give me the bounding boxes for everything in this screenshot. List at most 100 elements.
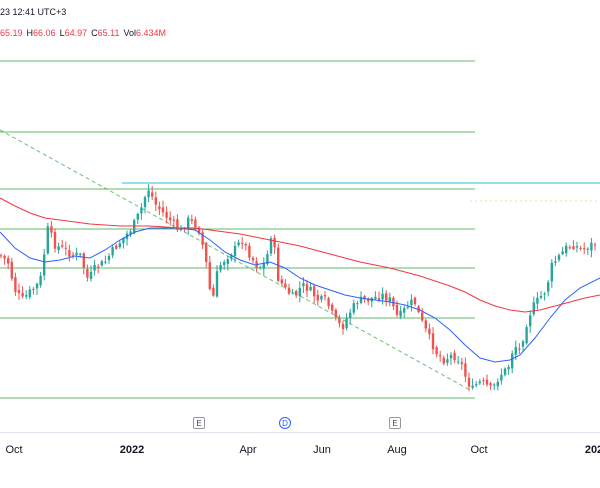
candle-body [21,292,24,297]
candle-body [511,353,514,369]
dividend-marker[interactable]: D [279,417,291,429]
candle-body [89,271,93,279]
candle-body [190,219,193,221]
candle-body [518,348,521,350]
candle-body [561,251,564,255]
candle-body [464,363,467,377]
candle-body [557,255,561,260]
candle-body [309,286,312,291]
candle-body [410,299,413,306]
candle-body [75,252,78,256]
x-tick-label: Aug [387,444,407,456]
candle-body [284,283,287,288]
candle-body [395,304,399,315]
candle-body [104,261,107,263]
candle-body [161,207,165,213]
candle-body [554,261,557,263]
candle-body [525,327,528,344]
ohlc-legend: 65.19 H66.06 L64.97 C65.11 Vol6.434M [0,28,166,38]
candle-body [593,244,597,246]
candle-body [367,298,370,302]
candle-body [187,217,190,230]
x-tick-label: Oct [470,444,488,456]
candle-body [39,275,42,286]
candle-body [579,247,582,249]
candle-body [205,242,208,263]
candle-body [298,288,301,297]
candle-body [575,246,579,248]
candle-body [158,206,161,210]
candle-body [521,341,525,347]
close-value: 65.11 [97,28,120,38]
high-label: H [26,28,34,38]
candle-body [230,255,233,259]
candle-body [467,377,471,387]
candle-body [100,261,103,266]
candle-body [237,242,240,246]
header-time: 23 12:41 UTC+3 [0,7,67,17]
volume-value: 6.434M [135,28,167,38]
candle-body [14,277,17,292]
low-value: 64.97 [64,28,88,38]
candle-body [122,238,125,244]
candle-body [46,226,49,254]
candle-body [233,245,237,256]
candle-body [107,255,111,260]
candle-body [413,297,417,305]
candle-body [514,347,517,355]
candle-body [341,323,345,330]
candle-body [143,197,147,208]
candle-body [471,385,474,388]
time-axis[interactable]: Oct 2022 Apr Jun Aug Oct 202 [0,432,600,488]
candle-body [0,255,3,257]
candle-body [399,310,402,317]
candle-body [381,293,384,300]
earnings-marker[interactable]: E [193,417,205,429]
candle-body [133,220,136,233]
candle-body [305,284,309,291]
candle-body [212,287,215,296]
earnings-marker[interactable]: E [389,417,401,429]
candle-body [129,231,132,235]
candle-body [53,231,57,249]
candle-body [32,288,35,290]
candle-body [453,352,456,361]
candle-body [291,292,294,294]
candle-body [10,261,13,279]
candle-body [154,197,157,205]
candle-body [201,232,204,245]
candle-body [244,244,247,246]
candle-body [179,228,183,231]
candle-body [147,190,150,198]
candle-body [539,296,543,298]
candle-body [194,219,197,228]
candle-body [323,295,327,297]
candle-body [93,264,96,271]
candle-body [385,293,388,301]
candle-body [439,355,442,357]
candle-body [572,246,575,250]
candle-body [7,258,10,264]
candle-body [460,362,463,365]
candle-body [547,282,550,292]
candle-body [57,246,60,250]
candle-body [349,312,352,319]
candle-body [273,237,276,248]
candle-body [215,271,219,297]
candle-body [151,192,154,197]
candle-body [503,368,507,375]
candle-body [489,383,492,386]
candle-body [590,242,593,251]
candle-body [197,227,201,234]
x-tick-label: 2022 [119,444,145,456]
candle-body [496,381,499,387]
candle-body [248,245,251,258]
candle-body [529,315,532,327]
moving-average-fast [0,227,600,363]
candle-body [269,238,273,254]
candle-body [25,295,28,297]
candle-body [345,318,348,329]
candle-body [226,259,229,264]
candle-body [241,242,244,244]
